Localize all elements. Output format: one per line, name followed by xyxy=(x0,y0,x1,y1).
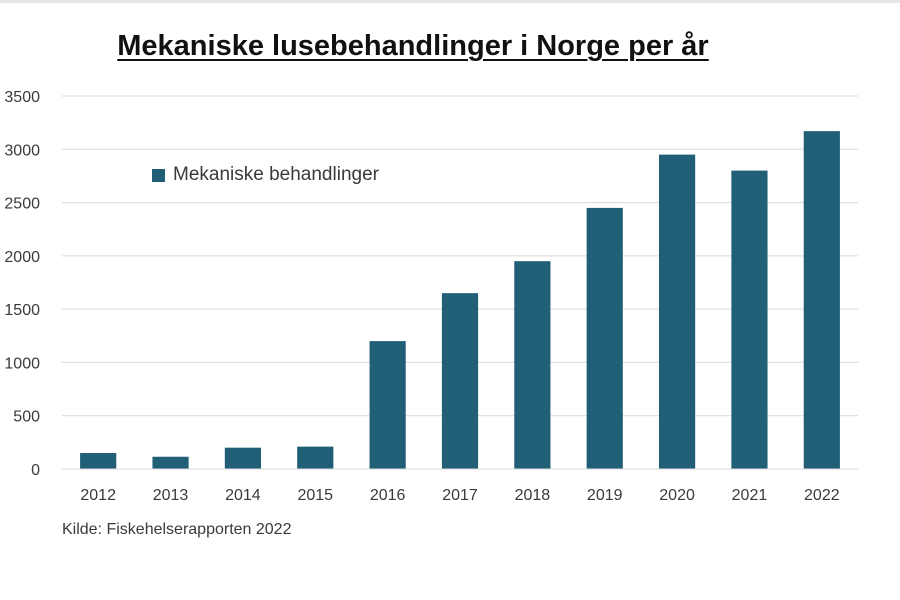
top-border xyxy=(0,0,900,3)
y-tick-label: 0 xyxy=(31,462,40,479)
bar-2018 xyxy=(514,261,551,469)
bar-2020 xyxy=(659,154,696,469)
y-tick-label: 500 xyxy=(13,409,40,426)
bar-2014 xyxy=(224,447,261,469)
source-note: Kilde: Fiskehelserapporten 2022 xyxy=(62,521,292,538)
bar-2013 xyxy=(152,456,189,469)
legend-swatch xyxy=(152,168,165,182)
x-tick-label: 2013 xyxy=(153,487,189,504)
bar-2015 xyxy=(297,446,334,469)
y-tick-label: 3000 xyxy=(4,142,40,159)
y-tick-label: 3500 xyxy=(4,89,40,106)
x-tick-label: 2014 xyxy=(225,487,261,504)
legend-label: Mekaniske behandlinger xyxy=(173,164,379,185)
gridlines xyxy=(62,95,858,417)
y-tick-label: 2500 xyxy=(4,196,40,213)
x-tick-label: 2022 xyxy=(804,487,840,504)
x-tick-label: 2021 xyxy=(732,487,768,504)
x-tick-label: 2018 xyxy=(515,487,551,504)
x-axis-ticks: 2012 2013 2014 2015 2016 2017 2018 2019 2020 2021… xyxy=(80,487,839,504)
x-tick-label: 2017 xyxy=(442,487,478,504)
legend: Mekaniske behandlinger xyxy=(152,164,379,186)
bar-2021 xyxy=(731,170,768,469)
y-tick-label: 1500 xyxy=(4,302,40,319)
chart-title: Mekaniske lusebehandlinger i Norge per å… xyxy=(117,30,709,62)
y-axis-ticks: 0 500 1000 1500 2000 2500 3000 3500 xyxy=(4,89,40,479)
y-tick-label: 2000 xyxy=(4,249,40,266)
x-tick-label: 2016 xyxy=(370,487,406,504)
bar-2019 xyxy=(586,207,623,469)
bar-2022 xyxy=(803,131,840,469)
bar-2016 xyxy=(369,341,406,469)
y-tick-label: 1000 xyxy=(4,355,40,372)
x-tick-label: 2012 xyxy=(80,487,116,504)
bars xyxy=(80,131,840,469)
x-tick-label: 2020 xyxy=(659,487,695,504)
x-tick-label: 2019 xyxy=(587,487,623,504)
bar-2017 xyxy=(441,293,479,469)
x-tick-label: 2015 xyxy=(297,487,333,504)
bar-2012 xyxy=(80,453,117,469)
